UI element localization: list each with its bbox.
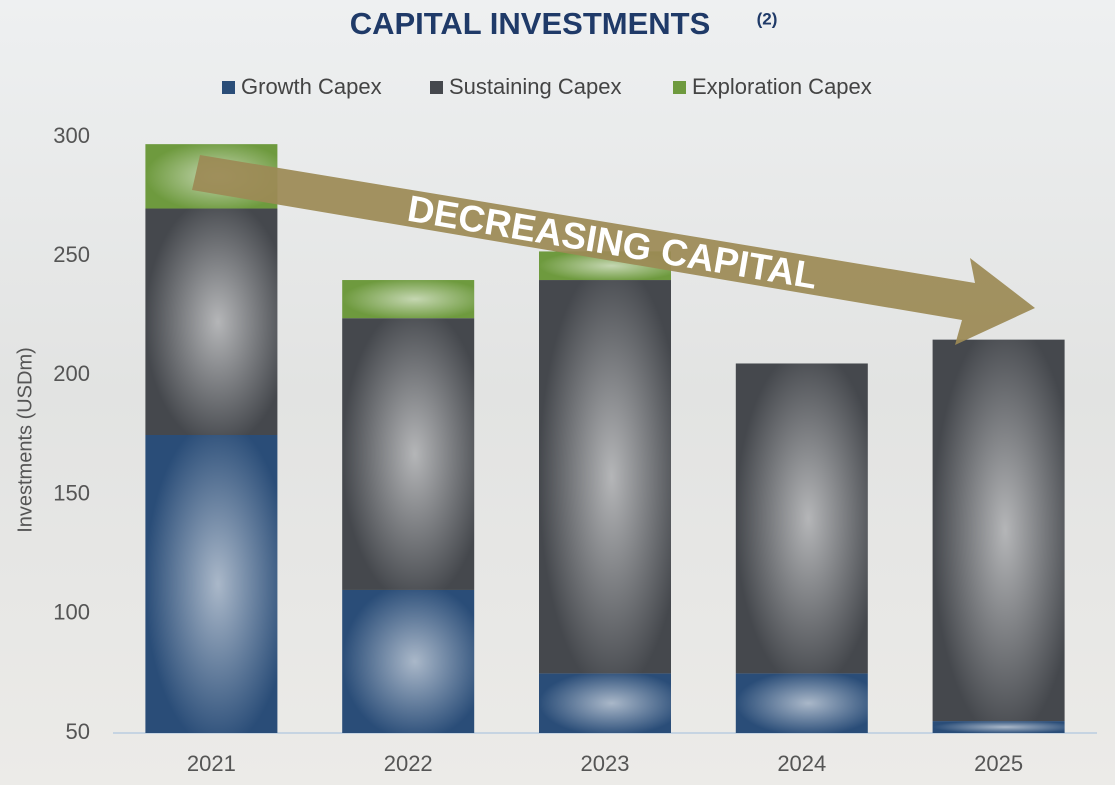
y-axis-label: Investments (USDm) bbox=[14, 347, 36, 533]
x-tick-label: 2024 bbox=[777, 751, 826, 776]
bar-shine bbox=[145, 208, 278, 435]
bar-shine bbox=[342, 318, 475, 590]
bar-shine bbox=[735, 363, 868, 674]
legend-item: Growth Capex bbox=[222, 74, 382, 99]
bar-shine bbox=[539, 673, 671, 733]
plot-area: 50 100 150 200 250 300 2021 2022 2023 2024 2025 bbox=[53, 123, 1097, 776]
x-tick-label: 2022 bbox=[384, 751, 433, 776]
legend-swatch bbox=[222, 81, 235, 94]
bar-shine bbox=[735, 673, 868, 733]
legend-label: Exploration Capex bbox=[692, 74, 872, 99]
legend-swatch bbox=[673, 81, 686, 94]
arrow-shape bbox=[192, 155, 1035, 345]
legend-item: Sustaining Capex bbox=[430, 74, 621, 99]
bar-shine bbox=[539, 280, 671, 674]
chart-title: CAPITAL INVESTMENTS bbox=[350, 6, 711, 41]
y-tick-label: 250 bbox=[53, 242, 90, 267]
x-tick-label: 2023 bbox=[581, 751, 630, 776]
title-note: (2) bbox=[757, 9, 778, 28]
y-tick-label: 50 bbox=[66, 719, 90, 744]
y-tick-label: 200 bbox=[53, 361, 90, 386]
x-tick-label: 2021 bbox=[187, 751, 236, 776]
legend-label: Sustaining Capex bbox=[449, 74, 621, 99]
y-tick-label: 100 bbox=[53, 600, 90, 625]
bar-shine bbox=[932, 721, 1065, 733]
y-tick-label: 150 bbox=[53, 480, 90, 505]
title-group: CAPITAL INVESTMENTS (2) bbox=[350, 6, 778, 41]
x-tick-label: 2025 bbox=[974, 751, 1023, 776]
y-tick-label: 300 bbox=[53, 123, 90, 148]
legend-item: Exploration Capex bbox=[673, 74, 872, 99]
bar-shine bbox=[342, 280, 475, 319]
legend-swatch bbox=[430, 81, 443, 94]
bar-shine bbox=[342, 589, 475, 733]
bar-shine bbox=[145, 435, 278, 733]
bar-shine bbox=[932, 339, 1065, 722]
legend-label: Growth Capex bbox=[241, 74, 382, 99]
